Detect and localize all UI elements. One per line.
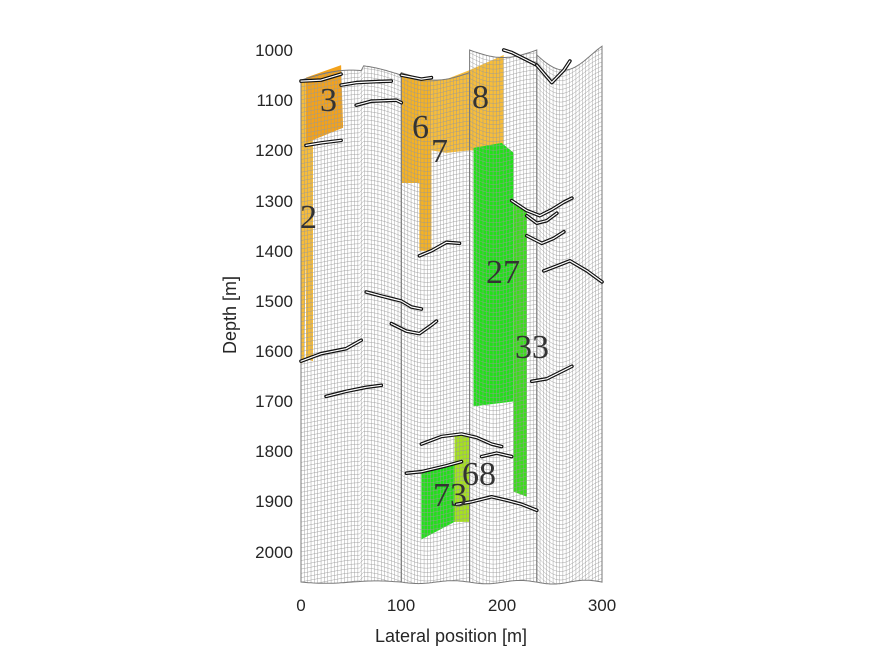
fault-line-core xyxy=(390,320,438,335)
fault-lines xyxy=(299,48,604,513)
y-tick-label: 1900 xyxy=(255,492,293,511)
region-label-73: 73 xyxy=(433,477,467,514)
region-label-68: 68 xyxy=(462,456,496,493)
x-tick-label: 200 xyxy=(488,596,516,615)
grid-lines xyxy=(536,46,602,584)
region-fill-73 xyxy=(421,461,455,540)
fault-line-core xyxy=(543,260,603,283)
y-tick-label: 1000 xyxy=(255,41,293,60)
fault-line-core xyxy=(481,452,513,458)
region-label-33: 33 xyxy=(515,329,549,366)
fault-line xyxy=(542,259,604,284)
fault-line-core xyxy=(300,339,362,362)
fault-line-core xyxy=(455,496,538,511)
y-axis-ticks: 1000 1100 1200 1300 1400 1500 1600 1700 … xyxy=(255,41,293,562)
y-tick-label: 1800 xyxy=(255,442,293,461)
x-tick-label: 100 xyxy=(387,596,415,615)
fault-line-core xyxy=(511,197,573,217)
y-tick-label: 1700 xyxy=(255,392,293,411)
fault-line-core xyxy=(355,99,402,106)
y-tick-label: 1600 xyxy=(255,342,293,361)
fault-line-core xyxy=(531,365,573,382)
fault-line-core xyxy=(420,433,503,448)
region-label-2: 2 xyxy=(300,199,317,236)
fault-line-core xyxy=(418,241,461,257)
grid-column xyxy=(301,65,402,584)
y-tick-label: 1300 xyxy=(255,192,293,211)
fault-line-core xyxy=(405,461,463,474)
fault-line-core xyxy=(526,212,558,224)
region-label-7: 7 xyxy=(431,133,448,170)
fault-line-core xyxy=(400,74,432,80)
fault-line-core xyxy=(300,73,342,82)
fault-line-core xyxy=(325,384,382,397)
fault-line-core xyxy=(340,80,392,86)
region-fill-7 xyxy=(419,77,432,251)
fault-line-core xyxy=(365,291,422,310)
x-tick-label: 0 xyxy=(296,596,305,615)
fault-line-core xyxy=(526,231,565,244)
y-tick-label: 1400 xyxy=(255,242,293,261)
y-tick-label: 2000 xyxy=(255,543,293,562)
x-axis-ticks: 0 100 200 300 xyxy=(296,596,616,615)
region-label-27: 27 xyxy=(486,254,520,291)
fault-line-core xyxy=(536,60,571,84)
region-label-6: 6 xyxy=(412,109,429,146)
region-label-8: 8 xyxy=(472,79,489,116)
grid-lines xyxy=(469,50,537,584)
y-tick-label: 1100 xyxy=(256,91,293,110)
region-fill-2 xyxy=(301,80,306,364)
grid-lines xyxy=(301,65,402,584)
region-fill-68 xyxy=(454,434,470,522)
y-tick-label: 1500 xyxy=(255,292,293,311)
grid-column xyxy=(536,46,602,584)
fault-line-core xyxy=(503,49,538,66)
y-axis-label: Depth [m] xyxy=(220,276,240,354)
y-tick-label: 1200 xyxy=(255,141,293,160)
x-tick-label: 300 xyxy=(588,596,616,615)
x-axis-label: Lateral position [m] xyxy=(375,626,527,646)
region-labels: 2 3 6 7 8 27 33 68 73 xyxy=(300,79,549,514)
grid-column xyxy=(469,50,537,584)
fault-line-core xyxy=(305,139,342,146)
region-fill-6 xyxy=(401,72,420,183)
region-label-3: 3 xyxy=(320,82,337,119)
grid-column-outline xyxy=(536,45,603,585)
